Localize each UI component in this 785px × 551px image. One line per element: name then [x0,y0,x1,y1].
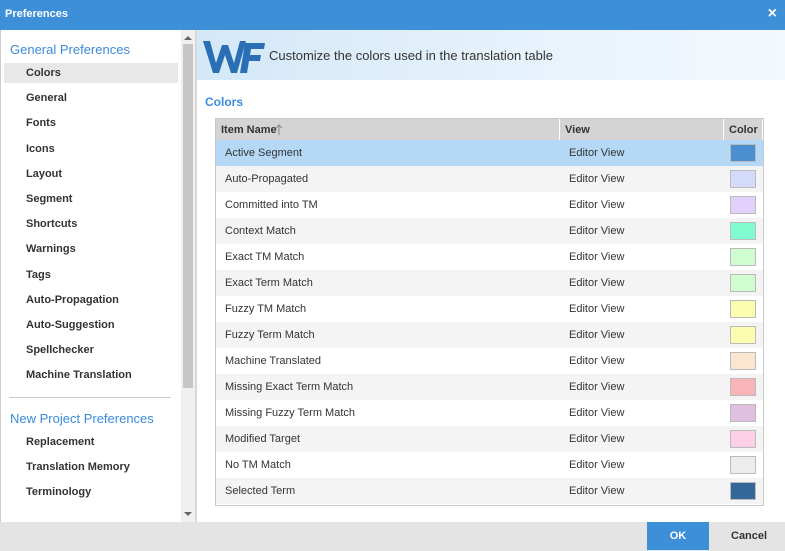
nav-item[interactable]: Auto-Propagation [26,293,119,306]
color-swatch[interactable] [730,222,756,240]
title-bar: Preferences × [0,0,785,30]
nav-item[interactable]: Layout [26,167,63,180]
view-name: Editor View [569,329,625,341]
nav-item[interactable]: Terminology [26,486,92,498]
ok-button[interactable]: OK [647,522,709,550]
color-swatch[interactable] [730,196,756,214]
column-header[interactable]: Item Name [216,119,560,141]
nav-item[interactable]: Shortcuts [26,218,78,231]
nav-item[interactable]: Translation Memory [26,460,130,473]
color-swatch[interactable] [730,456,756,474]
view-name: Editor View [569,355,625,367]
nav-item[interactable]: Fonts [26,117,56,130]
color-swatch[interactable] [730,430,756,448]
selected-highlight [4,63,178,83]
table-row[interactable]: Machine Translated Editor View [216,348,763,374]
view-name: Editor View [569,173,625,185]
cancel-button[interactable]: Cancel [731,530,768,542]
table-row[interactable]: Auto-Propagated Editor View [216,166,763,192]
item-name: Committed into TM [225,199,318,211]
table-row[interactable]: No TM Match Editor View [216,452,763,478]
table-row[interactable]: Context Match Editor View [216,218,763,244]
view-name: Editor View [569,303,625,315]
sidebar: General Preferences Colors General Fonts Ico… [0,30,181,522]
item-name: Context Match [225,225,296,237]
view-name: Editor View [569,381,625,393]
view-name: Editor View [569,433,625,445]
section-heading: New Project Preferences [10,410,154,426]
item-name: No TM Match [225,459,291,471]
section-title: Colors [205,95,244,109]
table-row[interactable]: Fuzzy TM Match Editor View [216,296,763,322]
column-header[interactable]: View [560,119,724,141]
divider [195,30,197,522]
table-row[interactable]: Committed into TM Editor View [216,192,763,218]
nav-item[interactable]: Replacement [26,435,95,448]
color-swatch[interactable] [730,274,756,292]
item-name: Missing Fuzzy Term Match [225,407,355,419]
item-name: Fuzzy Term Match [225,329,315,341]
item-name: Exact TM Match [225,251,305,263]
sort-arrow [275,124,283,135]
color-swatch[interactable] [730,248,756,266]
view-name: Editor View [569,199,625,211]
view-name: Editor View [569,407,625,419]
scroll-down[interactable] [183,510,193,518]
view-name: Editor View [569,147,625,159]
scroll-up[interactable] [183,34,193,42]
table-row[interactable]: Fuzzy Term Match Editor View [216,322,763,348]
logo [203,41,265,73]
nav-item[interactable]: Colors [26,67,61,79]
color-swatch[interactable] [730,170,756,188]
table-row[interactable]: Modified Target Editor View [216,426,763,452]
nav-item[interactable]: General [26,92,67,105]
separator [9,396,171,398]
section-heading: General Preferences [10,42,130,57]
nav-item[interactable]: Spellchecker [26,344,94,357]
scroll-thumb[interactable] [183,44,193,388]
table-row[interactable]: Exact Term Match Editor View [216,270,763,296]
view-name: Editor View [569,459,625,471]
column-header[interactable]: Color [724,119,763,141]
item-name: Missing Exact Term Match [225,381,354,393]
item-name: Machine Translated [225,355,321,367]
dialog-title: Preferences [5,8,68,20]
color-swatch[interactable] [730,378,756,396]
view-name: Editor View [569,225,625,237]
color-swatch[interactable] [730,144,756,162]
color-table: Item Name View Color Active Segment Editor V… [215,118,764,506]
nav-item[interactable]: Icons [26,142,55,155]
nav-item[interactable]: Tags [26,268,51,281]
nav-item[interactable]: Warnings [26,243,76,256]
item-name: Auto-Propagated [225,173,309,185]
banner [197,30,785,80]
table-row[interactable]: Active Segment Editor View [216,140,763,166]
item-name: Modified Target [225,433,301,445]
color-swatch[interactable] [730,404,756,422]
nav-item[interactable]: Auto-Suggestion [26,319,115,331]
item-name: Selected Term [225,485,296,497]
table-row[interactable]: Exact TM Match Editor View [216,244,763,270]
color-swatch[interactable] [730,352,756,370]
view-name: Editor View [569,251,625,263]
table-row[interactable]: Selected Term Editor View [216,478,763,504]
item-name: Exact Term Match [225,277,313,289]
view-name: Editor View [569,277,625,289]
view-name: Editor View [569,485,625,497]
table-row[interactable]: Missing Exact Term Match Editor View [216,374,763,400]
table-row[interactable]: Missing Fuzzy Term Match Editor View [216,400,763,426]
color-swatch[interactable] [730,482,756,500]
color-swatch[interactable] [730,326,756,344]
banner-text: Customize the colors used in the transla… [269,48,553,63]
nav-item[interactable]: Segment [26,193,73,205]
color-swatch[interactable] [730,300,756,318]
close-button[interactable]: × [767,5,777,22]
item-name: Active Segment [225,147,303,159]
nav-item[interactable]: Machine Translation [26,369,132,382]
item-name: Fuzzy TM Match [225,303,307,315]
